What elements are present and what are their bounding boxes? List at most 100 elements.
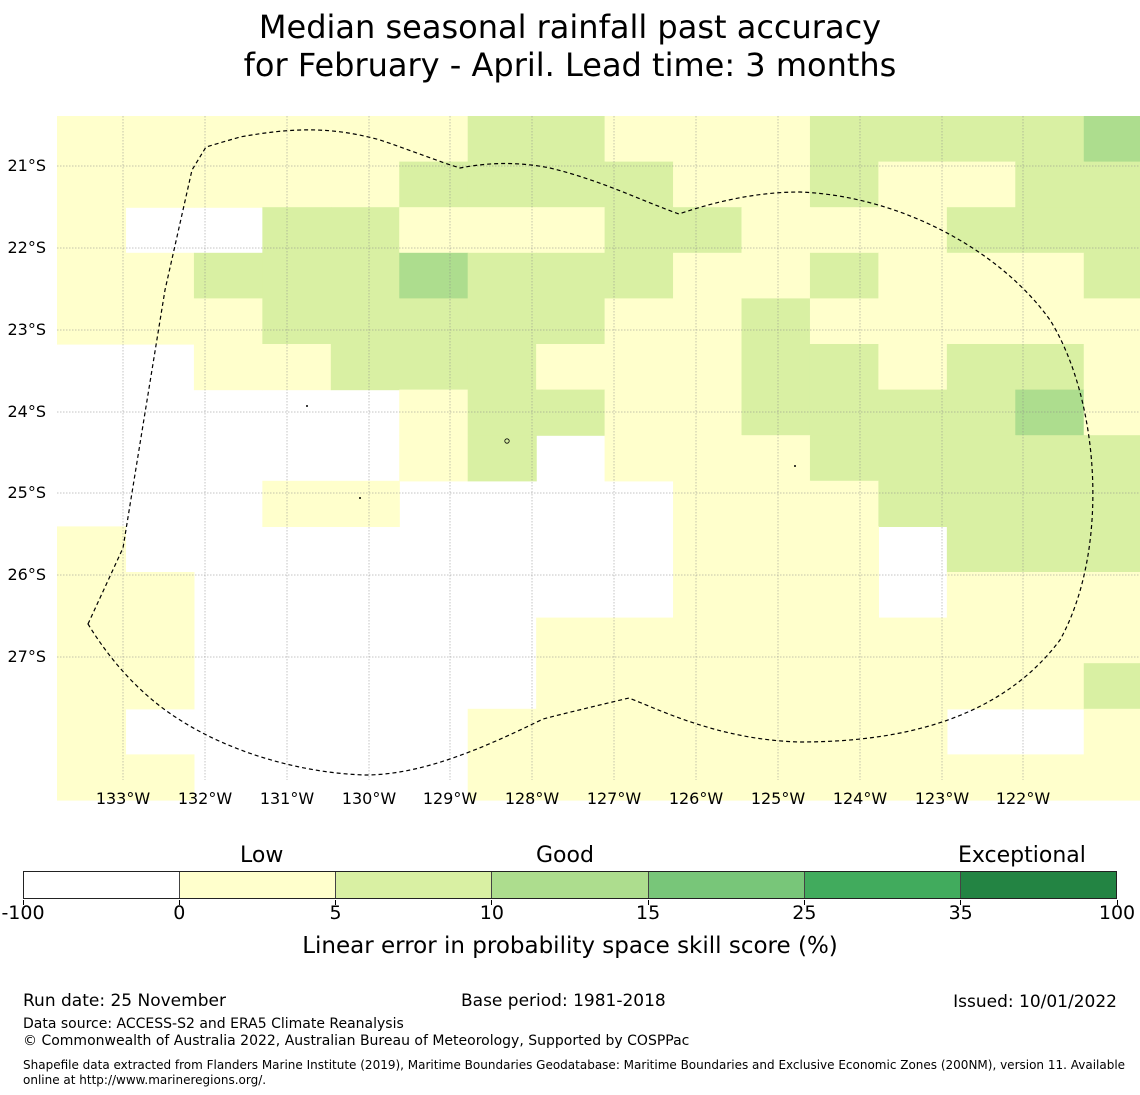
grid-cell [809, 435, 879, 482]
grid-cell [741, 252, 811, 299]
grid-cell [262, 161, 332, 208]
grid-cell [1015, 754, 1085, 801]
grid-cell [878, 617, 948, 664]
colorbar-tick [803, 900, 805, 905]
grid-cell [536, 116, 606, 163]
grid-cell [1083, 344, 1140, 391]
grid-cell [262, 252, 332, 299]
grid-cell [946, 754, 1016, 801]
grid-cell [536, 754, 606, 801]
grid-cell [673, 754, 743, 801]
grid-cell [946, 480, 1016, 527]
grid-cell [809, 252, 879, 299]
latitude-label: 26°S [7, 565, 46, 584]
grid-cell [673, 389, 743, 436]
grid-cell [1083, 116, 1140, 163]
grid-cell [809, 161, 879, 208]
grid-cell [1015, 298, 1085, 345]
grid-cell [399, 161, 469, 208]
grid-cell [741, 207, 811, 254]
grid-cell [193, 344, 263, 391]
grid-cell [741, 572, 811, 619]
legend-colorbar [23, 871, 1117, 899]
colorbar-tick [178, 900, 180, 905]
grid-cell [673, 617, 743, 664]
grid-cell [741, 389, 811, 436]
grid-cell [125, 663, 195, 710]
grid-cell [57, 252, 127, 299]
grid-cell [467, 435, 537, 482]
grid-cell [467, 389, 537, 436]
grid-cell [536, 708, 606, 755]
grid-cell [262, 480, 332, 527]
grid-cell [536, 161, 606, 208]
colorbar-tick [647, 900, 649, 905]
grid-cell [878, 116, 948, 163]
grid-cell [809, 207, 879, 254]
grid-cell [262, 298, 332, 345]
grid-cell [125, 116, 195, 163]
grid-cell [467, 344, 537, 391]
grid-cell [536, 344, 606, 391]
grid-cell [1083, 435, 1140, 482]
grid-cell [1083, 480, 1140, 527]
colorbar-tick-label: 5 [329, 902, 342, 924]
grid-cell [57, 116, 127, 163]
grid-cell [193, 298, 263, 345]
grid-cell [125, 754, 195, 801]
longitude-label: 128°W [504, 789, 560, 808]
colorbar-segment [180, 872, 337, 898]
grid-cell [399, 252, 469, 299]
grid-cell [946, 526, 1016, 573]
grid-cell [125, 617, 195, 664]
grid-cell [604, 435, 674, 482]
grid-cell [536, 207, 606, 254]
grid-cell [604, 161, 674, 208]
grid-cell [809, 298, 879, 345]
longitude-label: 123°W [914, 789, 970, 808]
longitude-label: 131°W [259, 789, 315, 808]
grid-cell [878, 435, 948, 482]
colorbar-tick [1116, 900, 1118, 905]
graticule [57, 116, 1140, 780]
grid-cell [399, 344, 469, 391]
grid-cell [399, 298, 469, 345]
skill-score-map [57, 116, 1140, 801]
grid-cell [604, 116, 674, 163]
copyright: © Commonwealth of Australia 2022, Austra… [23, 1033, 690, 1049]
shapefile-credit-line-2: online at http://www.marineregions.org/. [23, 1073, 267, 1087]
colorbar-segment [648, 872, 805, 898]
grid-cell [467, 252, 537, 299]
grid-cell [1083, 526, 1140, 573]
grid-cell [1083, 708, 1140, 755]
grid-cell [1015, 572, 1085, 619]
grid-cell [467, 207, 537, 254]
grid-cell [809, 526, 879, 573]
grid-cell [262, 344, 332, 391]
grid-cell [604, 389, 674, 436]
grid-cell [330, 161, 400, 208]
grid-cell [741, 708, 811, 755]
grid-cell [57, 708, 127, 755]
colorbar-tick-label: 15 [636, 902, 661, 924]
grid-cell [1083, 161, 1140, 208]
grid-cell [946, 161, 1016, 208]
grid-cell [673, 116, 743, 163]
grid-cell [125, 252, 195, 299]
grid-cell [467, 708, 537, 755]
grid-cell [946, 116, 1016, 163]
grid-cell [741, 435, 811, 482]
grid-cell [673, 344, 743, 391]
latitude-label: 21°S [7, 156, 46, 175]
grid-cell [330, 207, 400, 254]
grid-cell [1083, 207, 1140, 254]
grid-cell [57, 207, 127, 254]
longitude-label: 129°W [422, 789, 478, 808]
grid-cell [878, 298, 948, 345]
grid-cell [878, 663, 948, 710]
grid-cell [673, 298, 743, 345]
grid-cell [741, 617, 811, 664]
grid-cell [1015, 344, 1085, 391]
grid-cell [330, 116, 400, 163]
grid-cell [125, 572, 195, 619]
